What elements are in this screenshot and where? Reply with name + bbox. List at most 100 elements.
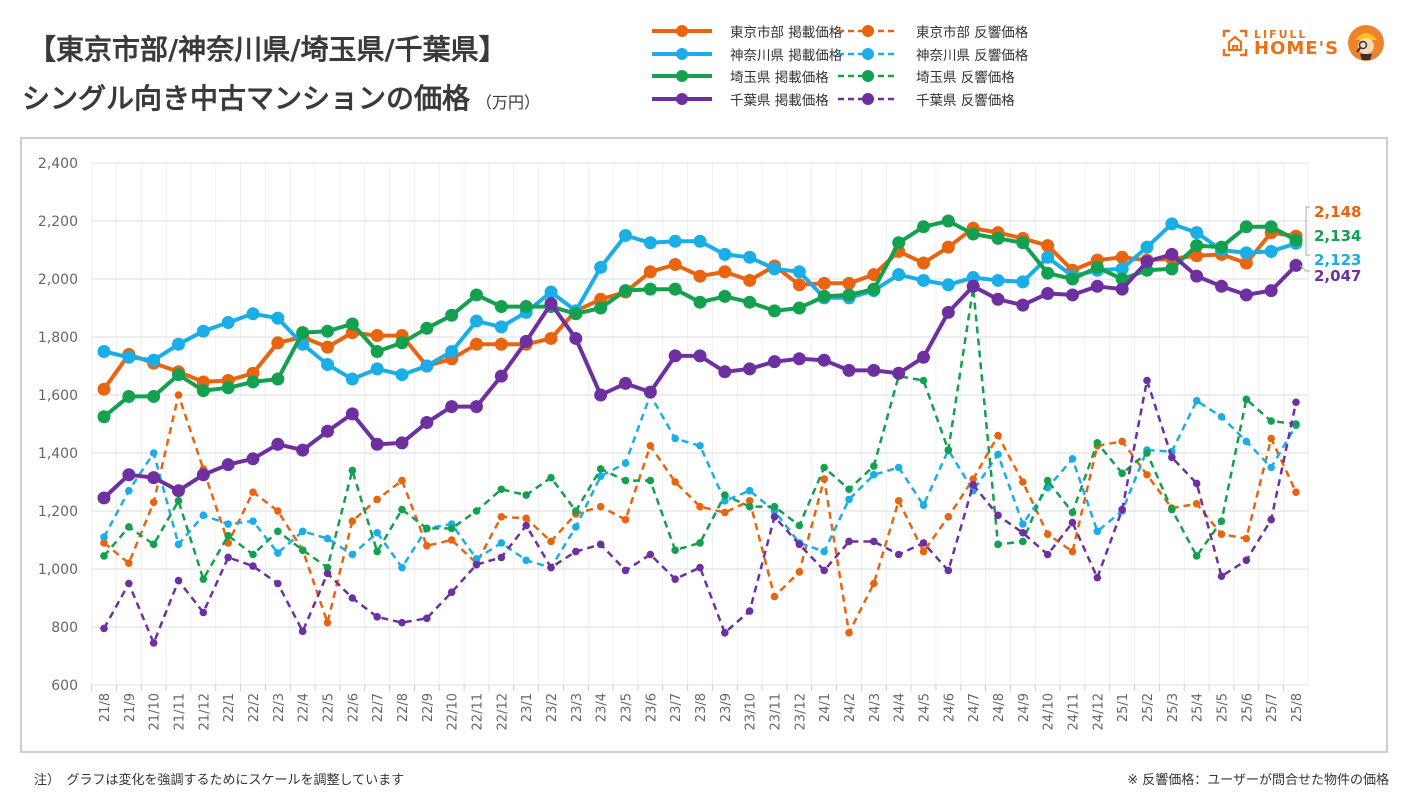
data-point — [1016, 298, 1030, 312]
data-point — [643, 265, 657, 279]
y-tick-label: 1,400 — [38, 446, 78, 462]
x-tick-label: 25/4 — [1191, 693, 1206, 722]
x-tick-label: 25/7 — [1265, 693, 1280, 722]
data-point — [1068, 455, 1077, 463]
data-point — [1267, 515, 1275, 524]
data-point — [795, 521, 804, 530]
data-point — [398, 505, 406, 514]
data-point — [718, 247, 732, 261]
legend-swatch — [652, 92, 712, 105]
data-point — [646, 550, 655, 559]
data-point — [820, 547, 828, 556]
data-point — [820, 463, 828, 472]
data-point — [497, 485, 506, 494]
legend-label: 神奈川県 反響価格 — [916, 47, 1029, 64]
data-point — [792, 265, 806, 279]
data-point — [1190, 239, 1204, 253]
data-point — [1242, 437, 1251, 446]
x-tick-label: 22/3 — [272, 693, 287, 722]
data-point — [621, 566, 630, 575]
data-point — [1041, 250, 1055, 264]
data-point — [122, 350, 136, 364]
data-point — [1043, 550, 1052, 559]
data-point — [321, 358, 334, 372]
data-point — [97, 491, 111, 505]
data-point — [1192, 552, 1201, 560]
x-tick-label: 25/2 — [1141, 693, 1156, 722]
data-point — [1192, 499, 1201, 508]
data-point — [100, 624, 108, 633]
data-point — [172, 484, 185, 498]
data-point — [522, 521, 530, 530]
data-point — [619, 284, 632, 298]
data-point — [1168, 505, 1176, 514]
data-point — [743, 362, 757, 376]
data-point — [572, 507, 580, 515]
x-tick-label: 23/5 — [620, 693, 635, 722]
data-point — [321, 324, 334, 338]
data-point — [423, 614, 431, 623]
data-point — [1264, 284, 1278, 298]
x-tick-label: 22/12 — [495, 693, 510, 730]
data-point — [224, 531, 232, 540]
data-point — [892, 268, 906, 282]
data-point — [894, 497, 903, 505]
data-point — [174, 391, 183, 399]
data-point — [1242, 395, 1251, 404]
data-point — [249, 488, 257, 496]
x-tick-label: 24/9 — [1017, 693, 1032, 722]
data-point — [969, 481, 977, 489]
x-tick-label: 23/9 — [719, 693, 734, 722]
data-point — [298, 627, 307, 636]
data-point — [917, 220, 930, 234]
data-point — [147, 389, 161, 403]
data-point — [271, 311, 285, 325]
data-point — [795, 568, 804, 576]
data-point — [596, 465, 605, 473]
data-point — [919, 501, 928, 510]
data-point — [594, 388, 608, 402]
data-point — [718, 365, 732, 379]
data-point — [768, 355, 781, 369]
data-point — [398, 618, 406, 627]
data-point — [544, 285, 558, 299]
data-point — [122, 389, 136, 403]
data-point — [296, 326, 310, 340]
x-tick-label: 21/8 — [98, 693, 113, 722]
data-point — [795, 540, 804, 549]
x-tick-label: 25/5 — [1216, 693, 1231, 722]
data-point — [373, 528, 381, 537]
data-point — [125, 579, 133, 588]
data-point — [693, 295, 707, 309]
data-point — [820, 566, 828, 575]
series-line-dashed — [103, 393, 1298, 635]
data-point — [1019, 537, 1027, 546]
data-point — [321, 340, 334, 354]
data-point — [472, 555, 481, 563]
data-point — [373, 495, 381, 504]
x-tick-label: 25/6 — [1240, 693, 1255, 722]
legend-label: 千葉県 掲載価格 — [730, 92, 829, 109]
data-point — [1292, 398, 1300, 407]
data-point — [745, 497, 754, 505]
data-point — [348, 594, 357, 602]
data-point — [1217, 572, 1226, 581]
data-point — [1143, 376, 1151, 385]
legend-label: 東京市部 反響価格 — [916, 25, 1029, 42]
data-point — [274, 579, 282, 588]
data-point — [1190, 269, 1204, 283]
data-point — [1215, 240, 1228, 254]
data-point — [172, 337, 185, 351]
data-point — [671, 478, 679, 486]
data-point — [497, 513, 506, 521]
legend-label: 東京市部 掲載価格 — [730, 25, 843, 42]
data-point — [172, 368, 185, 382]
legend-label: 神奈川県 掲載価格 — [730, 47, 843, 64]
data-point — [470, 288, 483, 302]
data-point — [196, 468, 210, 482]
legend-item: 神奈川県 反響価格 — [838, 43, 1028, 66]
lifull-homes-logo: LIFULL HOME'S — [1222, 24, 1385, 62]
y-tick-label: 1,000 — [38, 562, 78, 578]
data-point — [547, 563, 555, 572]
data-point — [991, 231, 1005, 245]
